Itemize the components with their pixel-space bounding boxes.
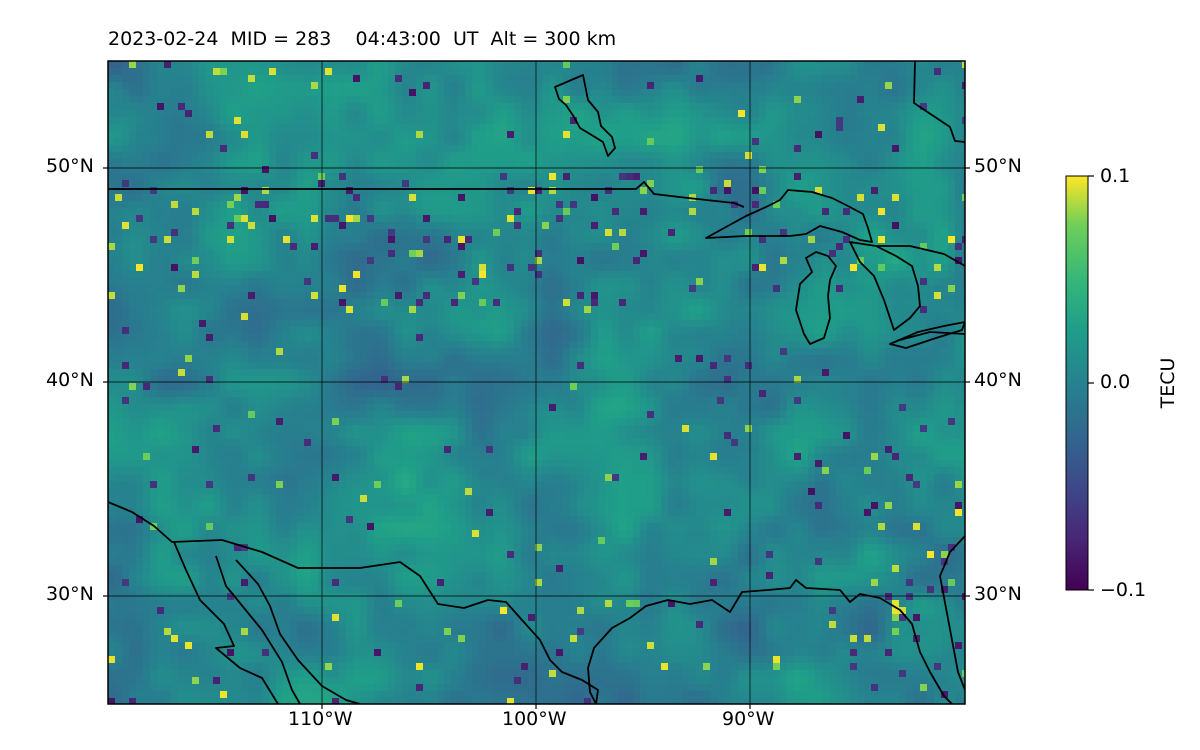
colorbar-label: TECU [1157, 357, 1179, 409]
map-title: 2023-02-24 MID = 283 04:43:00 UT Alt = 3… [108, 28, 617, 50]
coastlines [108, 61, 965, 704]
lake-erie [889, 321, 965, 349]
colorbar-tick-max: 0.1 [1100, 165, 1131, 187]
tec-heatmap [108, 61, 965, 704]
colorbar-tick-min: −0.1 [1100, 579, 1147, 601]
lon-label-90w: 90°W [722, 708, 775, 730]
florida-coast [939, 535, 965, 691]
lat-label-left-50: 50°N [46, 155, 94, 177]
lat-label-left-30: 30°N [46, 583, 94, 605]
lat-label-right-50: 50°N [974, 155, 1022, 177]
gulf-of-california [173, 541, 279, 704]
lat-label-left-40: 40°N [46, 369, 94, 391]
us-mexico-border [108, 501, 599, 704]
georgian-bay [876, 245, 965, 267]
lat-label-right-30: 30°N [974, 583, 1022, 605]
hudson-bay-coast [913, 61, 965, 143]
map-ticks [103, 167, 970, 709]
us-canada-border [108, 181, 745, 208]
lake-superior [705, 189, 873, 243]
lake-winnipeg [554, 74, 616, 157]
colorbar [1065, 175, 1089, 591]
lake-ontario [899, 331, 965, 341]
lake-michigan [795, 251, 837, 345]
baja-peninsula [215, 555, 301, 704]
colorbar-ticks [1088, 175, 1094, 591]
colorbar-tick-zero: 0.0 [1100, 371, 1131, 393]
gulf-coast [587, 579, 953, 704]
lon-label-100w: 100°W [502, 708, 567, 730]
mainland-coast-mexico [235, 559, 361, 704]
lake-huron [849, 241, 921, 331]
lon-label-110w: 110°W [288, 708, 353, 730]
lat-label-right-40: 40°N [974, 369, 1022, 391]
map-gridlines [108, 61, 965, 704]
